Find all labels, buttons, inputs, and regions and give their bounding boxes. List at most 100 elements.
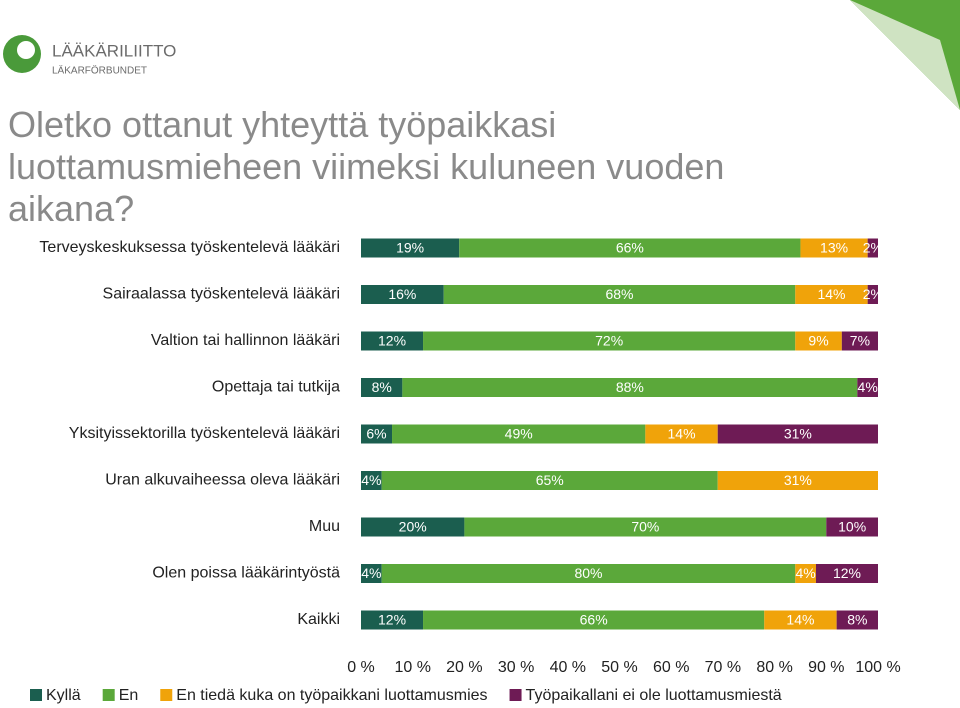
bar-segment [464, 517, 827, 537]
bar-segment [361, 564, 382, 583]
bar-segment [795, 285, 868, 304]
x-tick-label: 60 % [653, 659, 689, 676]
logo-name: LÄÄKÄRILIITTO [52, 41, 176, 60]
x-tick-label: 0 % [347, 659, 375, 676]
category-label: Kaikki [297, 611, 340, 628]
data-label: 10% [838, 519, 866, 535]
bar-segment [361, 471, 382, 490]
data-label: 49% [505, 426, 533, 442]
chart-title: Oletko ottanut yhteyttä työpaikkasi luot… [8, 104, 725, 229]
data-label: 12% [833, 565, 861, 581]
logo-subname: LÄKARFÖRBUNDET [52, 65, 147, 77]
bar-segment [392, 424, 646, 444]
x-tick-label: 40 % [550, 659, 586, 676]
data-label: 4% [858, 379, 878, 395]
data-label: 31% [784, 426, 812, 442]
data-label: 12% [378, 333, 406, 349]
x-tick-label: 90 % [808, 659, 844, 676]
bar-segment [361, 285, 444, 304]
bar-segment [361, 517, 465, 537]
x-tick-label: 100 % [855, 659, 900, 676]
bar-segment [459, 238, 801, 258]
data-label: 9% [808, 333, 828, 349]
x-tick-label: 10 % [394, 659, 430, 676]
data-label: 14% [817, 286, 845, 302]
bar-segment [815, 564, 878, 583]
bar-segment [402, 378, 858, 397]
data-label: 6% [366, 426, 386, 442]
category-label: Olen poissa lääkärintyöstä [152, 565, 340, 582]
bar-segment [717, 424, 878, 444]
x-tick-label: 20 % [446, 659, 482, 676]
legend-label: En tiedä kuka on työpaikkani luottamusmi… [176, 687, 487, 704]
bar-segment [867, 285, 878, 304]
bar-segment [381, 564, 796, 583]
bar-segment [361, 378, 403, 397]
category-label: Uran alkuvaiheessa oleva lääkäri [105, 472, 340, 489]
data-label: 66% [580, 612, 608, 628]
data-label: 13% [820, 240, 848, 256]
bar-segment [841, 331, 878, 351]
data-label: 4% [796, 565, 816, 581]
bar-segment [361, 238, 460, 258]
legend-swatch [509, 689, 522, 701]
data-label: 8% [847, 612, 867, 628]
data-label: 4% [361, 472, 381, 488]
bar-segment [795, 564, 816, 583]
category-label: Muu [309, 518, 340, 535]
data-label: 7% [850, 333, 870, 349]
category-label: Opettaja tai tutkija [212, 379, 340, 396]
bar-segment [717, 471, 878, 490]
bar-segment [443, 285, 796, 304]
data-label: 14% [668, 426, 696, 442]
category-label: Yksityissektorilla työskentelevä lääkäri [69, 425, 340, 442]
bar-segment [361, 610, 424, 630]
data-label: 4% [361, 565, 381, 581]
legend-swatch [160, 689, 173, 701]
x-tick-label: 50 % [601, 659, 637, 676]
data-label: 2% [863, 286, 883, 302]
bar-segment [423, 331, 796, 351]
bar-segment [361, 331, 424, 351]
x-tick-label: 30 % [498, 659, 534, 676]
data-label: 31% [784, 472, 812, 488]
bar-segment [857, 378, 878, 397]
bar-segment [361, 424, 393, 444]
corner-fold [850, 0, 960, 110]
data-label: 80% [574, 565, 602, 581]
data-label: 88% [616, 379, 644, 395]
category-label: Terveyskeskuksessa työskentelevä lääkäri [39, 239, 340, 256]
x-tick-label: 70 % [705, 659, 741, 676]
x-tick-label: 80 % [756, 659, 792, 676]
category-label: Valtion tai hallinnon lääkäri [151, 332, 340, 349]
data-label: 19% [396, 240, 424, 256]
bar-segment [423, 610, 765, 630]
data-label: 66% [616, 240, 644, 256]
bar-segment [795, 331, 842, 351]
data-label: 12% [378, 612, 406, 628]
category-label: Sairaalassa työskentelevä lääkäri [103, 286, 340, 303]
data-label: 65% [536, 472, 564, 488]
data-label: 68% [605, 286, 633, 302]
data-label: 20% [399, 519, 427, 535]
bar-segment [867, 238, 878, 258]
bar-segment [800, 238, 868, 258]
data-label: 72% [595, 333, 623, 349]
logo-icon-inner [17, 41, 35, 59]
data-label: 16% [388, 286, 416, 302]
data-label: 8% [372, 379, 392, 395]
data-label: 2% [863, 240, 883, 256]
legend-label: En [119, 687, 139, 704]
legend-label: Työpaikallani ei ole luottamusmiestä [526, 687, 782, 704]
legend-label: Kyllä [46, 687, 81, 704]
legend-swatch [30, 689, 42, 701]
bar-segment [764, 610, 837, 630]
bar-segment [826, 517, 878, 537]
bar-segment [836, 610, 878, 630]
bar-segment [381, 471, 718, 490]
legend-swatch [102, 689, 115, 701]
data-label: 14% [786, 612, 814, 628]
bar-segment [645, 424, 718, 444]
